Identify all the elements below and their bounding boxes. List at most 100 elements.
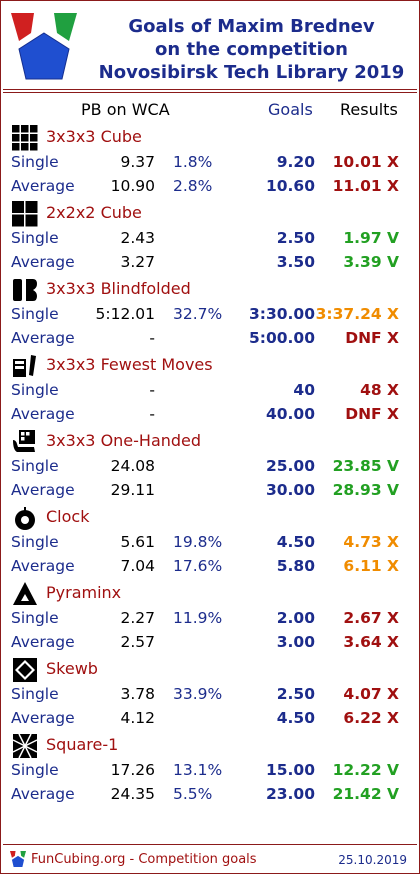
row-label: Single [11, 457, 59, 475]
title-line-3: Novosibirsk Tech Library 2019 [98, 62, 405, 83]
clock-icon [12, 505, 38, 531]
pb-value: 2.43 [120, 229, 155, 247]
goal-value: 5.80 [276, 557, 315, 575]
result-value: 6.22 X [343, 709, 399, 727]
row-label: Single [11, 305, 59, 323]
event-name: Skewb [46, 659, 98, 678]
goal-value: 3.50 [276, 253, 315, 271]
pb-percent: 19.8% [173, 533, 223, 551]
row-label: Average [11, 481, 75, 499]
pb-value: 3.27 [120, 253, 155, 271]
event-name: Clock [46, 507, 90, 526]
event-name: Square-1 [46, 735, 119, 754]
goal-value: 2.50 [276, 229, 315, 247]
result-row: Single 5.61 19.8% 4.50 4.73 X [1, 530, 419, 554]
result-value: 21.42 V [332, 785, 399, 803]
event-name: 3x3x3 Fewest Moves [46, 355, 213, 374]
column-header-goals: Goals [268, 100, 313, 119]
event-name: 2x2x2 Cube [46, 203, 142, 222]
result-row: Single 3.78 33.9% 2.50 4.07 X [1, 682, 419, 706]
result-row: Average 24.35 5.5% 23.00 21.42 V [1, 782, 419, 806]
pb-percent: 1.8% [173, 153, 213, 171]
pb-percent: 17.6% [173, 557, 223, 575]
event-header: Skewb [1, 654, 419, 684]
blindfolded-icon [12, 277, 38, 303]
pb-percent: 2.8% [173, 177, 213, 195]
one-handed-icon [12, 429, 38, 455]
result-value: 48 X [360, 381, 399, 399]
result-row: Average - 5:00.00 DNF X [1, 326, 419, 350]
result-value: 6.11 X [343, 557, 399, 575]
title-line-2: on the competition [155, 39, 348, 60]
result-value: 4.73 X [343, 533, 399, 551]
page-title: Goals of Maxim Brednev on the competitio… [89, 15, 414, 84]
event-header: 3x3x3 Cube [1, 122, 419, 152]
result-value: 12.22 V [332, 761, 399, 779]
skewb-icon [12, 657, 38, 683]
result-value: 11.01 X [332, 177, 399, 195]
goal-value: 5:00.00 [248, 329, 315, 347]
pb-value: 7.04 [120, 557, 155, 575]
event-header: Pyraminx [1, 578, 419, 608]
goal-value: 10.60 [265, 177, 315, 195]
event-header: Square-1 [1, 730, 419, 760]
event-header: 3x3x3 Blindfolded [1, 274, 419, 304]
row-label: Average [11, 253, 75, 271]
header: Goals of Maxim Brednev on the competitio… [1, 1, 419, 89]
funcubing-logo-icon [11, 13, 77, 80]
goal-value: 30.00 [265, 481, 315, 499]
goal-value: 9.20 [276, 153, 315, 171]
pb-percent: 11.9% [173, 609, 223, 627]
event-header: Clock [1, 502, 419, 532]
result-row: Single - 40 48 X [1, 378, 419, 402]
pb-value: 2.27 [120, 609, 155, 627]
event-name: Pyraminx [46, 583, 122, 602]
footer-divider [3, 844, 417, 845]
footer: FunCubing.org - Competition goals 25.10.… [1, 847, 419, 873]
row-label: Average [11, 633, 75, 651]
row-label: Average [11, 177, 75, 195]
row-label: Average [11, 709, 75, 727]
goal-value: 4.50 [276, 709, 315, 727]
row-label: Single [11, 609, 59, 627]
result-value: 10.01 X [332, 153, 399, 171]
pb-percent: 32.7% [173, 305, 223, 323]
pb-value: - [149, 405, 155, 423]
result-value: 3:37.24 X [315, 305, 399, 323]
goal-value: 23.00 [265, 785, 315, 803]
cube-2x2-icon [12, 201, 38, 227]
pb-percent: 13.1% [173, 761, 223, 779]
pyraminx-icon [12, 581, 38, 607]
result-row: Single 9.37 1.8% 9.20 10.01 X [1, 150, 419, 174]
pb-value: 24.08 [110, 457, 155, 475]
result-row: Average - 40.00 DNF X [1, 402, 419, 426]
pb-value: - [149, 329, 155, 347]
event-header: 2x2x2 Cube [1, 198, 419, 228]
pb-value: 3.78 [120, 685, 155, 703]
event-header: 3x3x3 Fewest Moves [1, 350, 419, 380]
result-row: Single 2.43 2.50 1.97 V [1, 226, 419, 250]
pb-percent: 33.9% [173, 685, 223, 703]
event-name: 3x3x3 One-Handed [46, 431, 202, 450]
row-label: Average [11, 785, 75, 803]
pb-value: 17.26 [110, 761, 155, 779]
result-value: 4.07 X [343, 685, 399, 703]
header-divider-2 [3, 92, 417, 93]
result-value: DNF X [345, 405, 399, 423]
goal-value: 40.00 [265, 405, 315, 423]
row-label: Single [11, 761, 59, 779]
pb-value: 29.11 [110, 481, 155, 499]
pb-value: 24.35 [110, 785, 155, 803]
pb-percent: 5.5% [173, 785, 213, 803]
row-label: Single [11, 381, 59, 399]
footer-site-link[interactable]: FunCubing.org - Competition goals [31, 852, 257, 867]
pb-value: 5:12.01 [95, 305, 155, 323]
result-row: Single 17.26 13.1% 15.00 12.22 V [1, 758, 419, 782]
event-header: 3x3x3 One-Handed [1, 426, 419, 456]
goal-value: 3.00 [276, 633, 315, 651]
row-label: Single [11, 153, 59, 171]
result-row: Average 4.12 4.50 6.22 X [1, 706, 419, 730]
square-1-icon [12, 733, 38, 759]
result-row: Single 5:12.01 32.7% 3:30.00 3:37.24 X [1, 302, 419, 326]
